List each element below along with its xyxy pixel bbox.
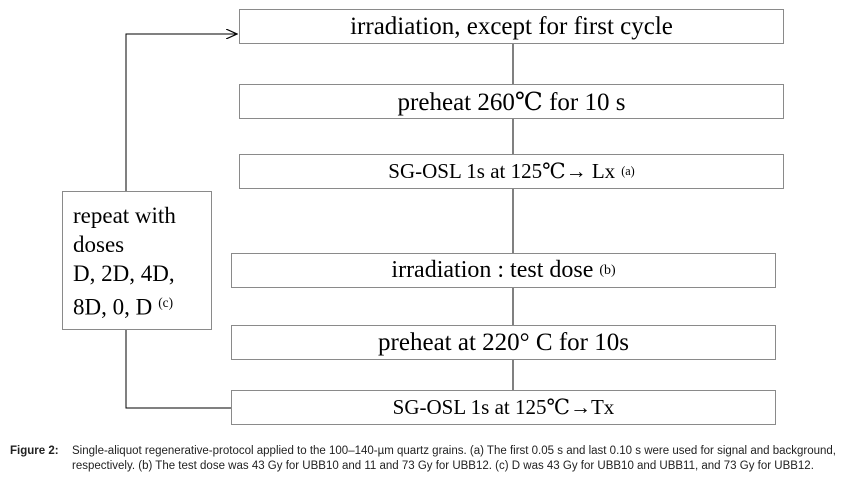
caption-text: Single-aliquot regenerative-protocol app… xyxy=(72,445,836,472)
step-irradiation-label: irradiation, except for first cycle xyxy=(350,12,673,40)
step-preheat: preheat 260℃ for 10 s xyxy=(239,84,784,119)
step-test-dose-label: irradiation : test dose xyxy=(391,257,594,283)
repeat-line-1: repeat with xyxy=(73,203,176,228)
repeat-line-2: doses xyxy=(73,232,125,257)
step-test-dose: irradiation : test dose (b) xyxy=(231,253,776,288)
step-preheat-label: preheat 260℃ for 10 s xyxy=(397,88,626,116)
repeat-line-3: D, 2D, 4D, xyxy=(73,261,175,286)
repeat-box: repeat with doses D, 2D, 4D, 8D, 0, D (c) xyxy=(62,191,212,330)
repeat-line-4-wrap: 8D, 0, D (c) xyxy=(73,288,211,321)
loop-arrow-line xyxy=(125,34,237,191)
footnote-b-marker: (b) xyxy=(599,262,616,278)
figure-caption: Figure 2: Single-aliquot regenerative-pr… xyxy=(10,444,836,474)
caption-label: Figure 2: xyxy=(10,445,59,457)
step-sg-osl-tx: SG-OSL 1s at 125℃→Tx xyxy=(231,390,776,425)
step-sg-osl-tx-label: SG-OSL 1s at 125℃→Tx xyxy=(392,395,615,419)
step-sg-osl-lx-label: SG-OSL 1s at 125℃→ Lx xyxy=(388,159,616,183)
loop-return-line xyxy=(125,330,231,409)
step-sg-osl-lx: SG-OSL 1s at 125℃→ Lx (a) xyxy=(239,154,784,189)
repeat-line-4: 8D, 0, D xyxy=(73,294,153,320)
step-irradiation: irradiation, except for first cycle xyxy=(239,9,784,44)
step-preheat-220: preheat at 220° C for 10s xyxy=(231,325,776,360)
footnote-c-marker: (c) xyxy=(158,295,174,310)
footnote-a-marker: (a) xyxy=(621,164,635,178)
step-preheat-220-label: preheat at 220° C for 10s xyxy=(378,328,629,356)
